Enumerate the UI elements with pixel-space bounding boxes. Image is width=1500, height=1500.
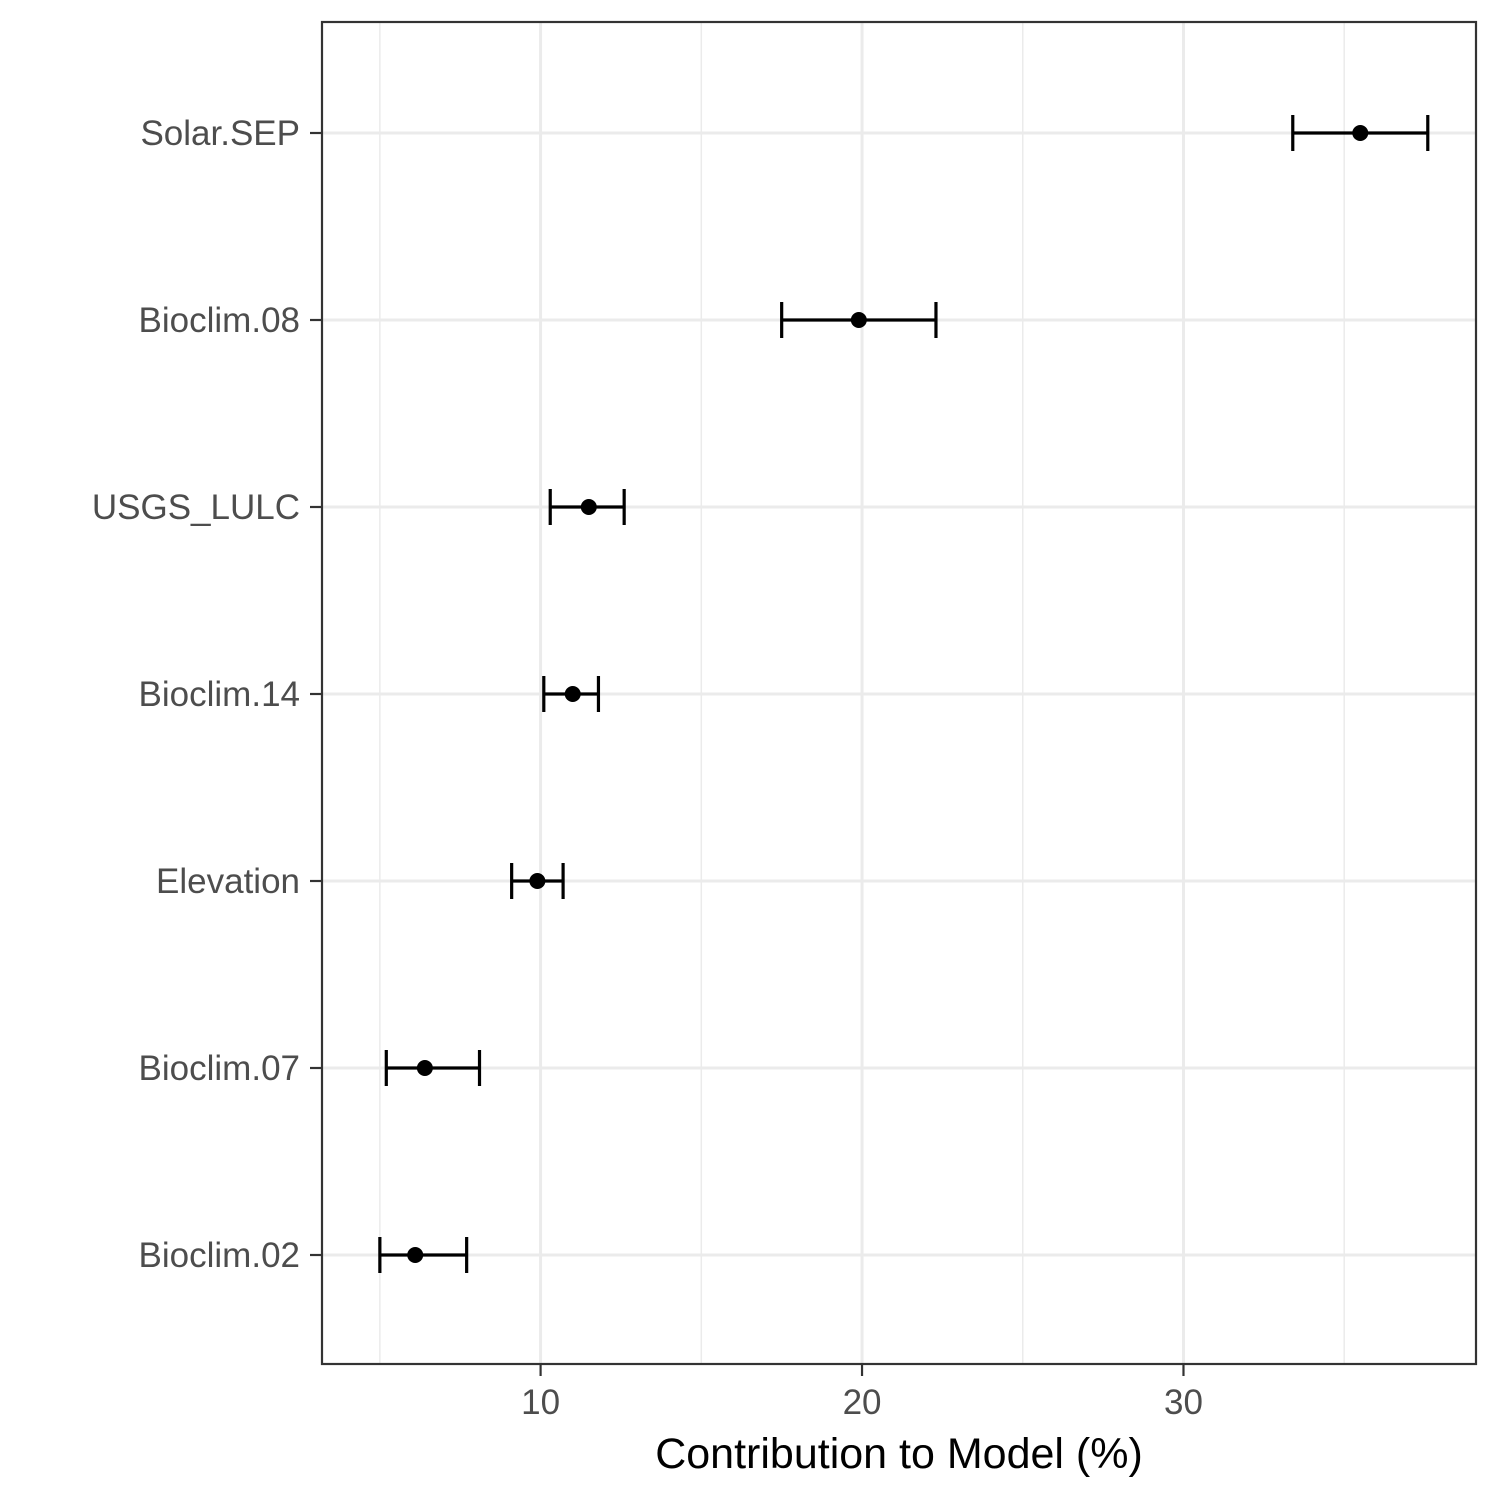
y-tick-label: Bioclim.08 [139, 301, 300, 340]
data-marks [378, 115, 1430, 1273]
data-point-Solar.SEP [1352, 125, 1369, 141]
y-tick-label: Solar.SEP [140, 114, 300, 153]
y-tick-label: Bioclim.02 [139, 1236, 300, 1275]
y-tick-label: Elevation [156, 862, 300, 901]
data-point-Elevation [529, 873, 546, 889]
grid-lines [322, 22, 1476, 1364]
y-tick-label: USGS_LULC [92, 488, 300, 527]
x-tick-label: 10 [521, 1383, 560, 1422]
y-tick-label: Bioclim.14 [139, 675, 300, 714]
data-point-USGS_LULC [580, 499, 597, 515]
data-point-Bioclim.08 [850, 312, 867, 328]
x-tick-label: 20 [843, 1383, 882, 1422]
axes: Solar.SEP Bioclim.08 USGS_LULC Bioclim.14 El… [92, 114, 1203, 1422]
x-axis-title: Contribution to Model (%) [655, 1430, 1143, 1478]
data-point-Bioclim.02 [407, 1247, 424, 1263]
y-tick-label: Bioclim.07 [139, 1049, 300, 1088]
data-point-Bioclim.07 [416, 1060, 433, 1076]
x-tick-label: 30 [1164, 1383, 1203, 1422]
data-point-Bioclim.14 [564, 686, 581, 702]
